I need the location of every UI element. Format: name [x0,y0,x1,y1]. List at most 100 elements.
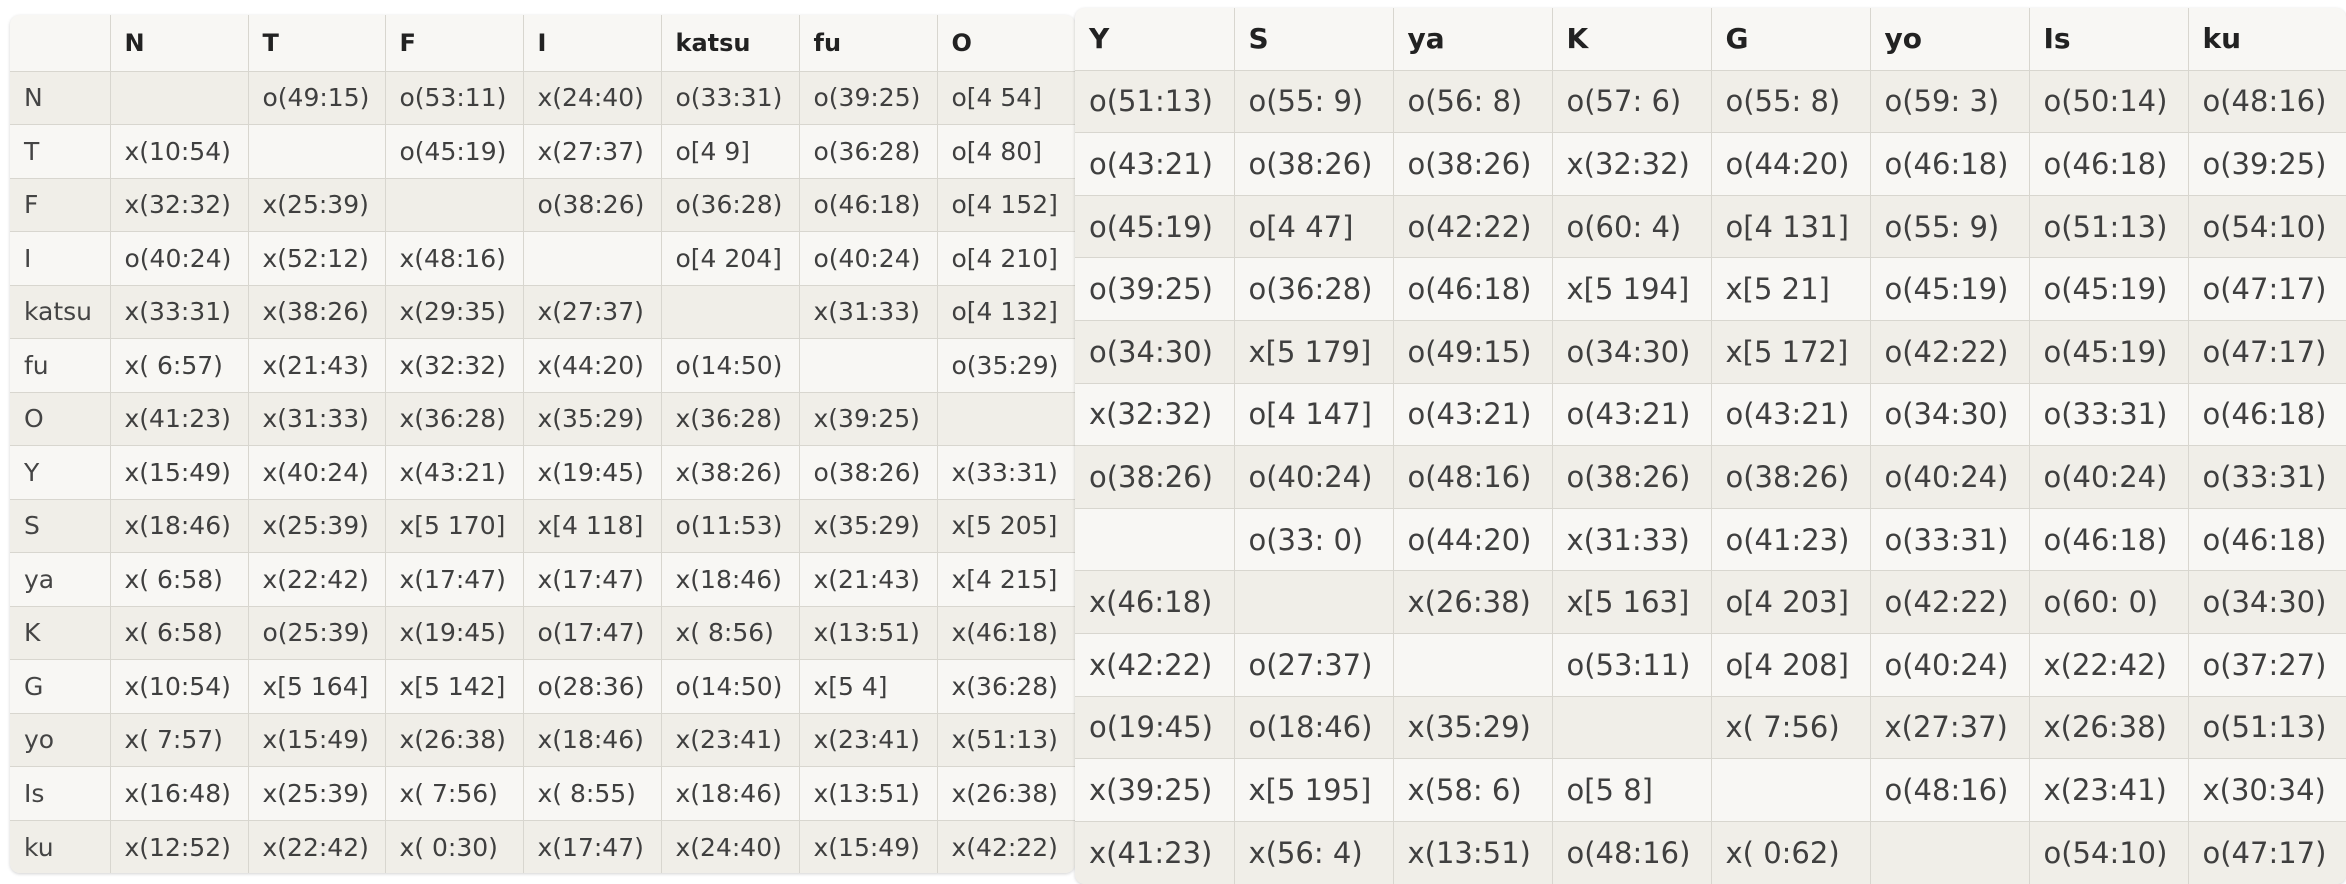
table-row: x(32:32) o[4 147] o(43:21) o(43:21) o(43:21)… [1075,383,2346,447]
table-cell: o[4 152] [937,178,1075,232]
table-cell: o(28:36) [523,659,662,714]
table-cell: x[5 163] [1552,570,1712,634]
column-header: fu [799,15,938,72]
table-cell: o(56: 8) [1393,70,1553,134]
column-header: ku [2188,8,2346,71]
table-cell: x(25:39) [248,766,386,821]
table-row: yo x( 7:57) x(15:49) x(26:38) x(18:46) x(23:4… [10,713,1075,767]
table-cell: x(26:38) [937,766,1075,821]
row-label: F [10,178,111,232]
row-label: O [10,392,111,446]
table-cell: x(52:12) [248,231,386,286]
table-cell: x(36:28) [661,392,800,446]
table-cell: o(36:28) [1234,257,1394,321]
table-row: x(42:22) o(27:37) o(53:11) o[4 208] o(40:24)… [1075,633,2346,697]
table-cell: x[5 164] [248,659,386,714]
table-cell: x(32:32) [385,338,524,393]
table-cell [1870,821,2030,884]
table-cell: x(24:40) [661,820,800,873]
table-cell: x( 8:55) [523,766,662,821]
table-cell: o(54:10) [2029,821,2189,884]
table-cell: o(25:39) [248,606,386,660]
table-cell: o(46:18) [2029,132,2189,196]
table-cell: x(18:46) [523,713,662,767]
table-cell: x( 6:58) [110,552,249,607]
table-cell: x(10:54) [110,659,249,714]
table-cell: o[4 132] [937,285,1075,339]
table-cell: o[4 54] [937,71,1075,125]
table-cell [523,231,662,286]
table-cell: x(33:31) [937,445,1075,500]
column-header: F [385,15,524,72]
table-cell: o(40:24) [1870,633,2030,697]
table-cell: o(48:16) [1393,445,1553,509]
table-cell: x(56: 4) [1234,821,1394,884]
table-cell: x(48:16) [385,231,524,286]
table-cell: o[4 80] [937,124,1075,179]
table-row: o(45:19) o[4 47] o(42:22) o(60: 4) o[4 131] o… [1075,195,2346,259]
table-cell [661,285,800,339]
table-cell: o(35:29) [937,338,1075,393]
row-label: G [10,659,111,714]
column-header: N [110,15,249,72]
table-cell: o(14:50) [661,659,800,714]
table-cell: o(38:26) [799,445,938,500]
table-cell: o(39:25) [799,71,938,125]
table-cell: o(47:17) [2188,320,2346,384]
table-cell: o[4 131] [1711,195,1871,259]
table-cell: x(23:41) [661,713,800,767]
table-cell: o(45:19) [1870,257,2030,321]
table-cell: x( 7:56) [1711,696,1871,760]
table-cell: x(13:51) [799,606,938,660]
table-cell: o(55: 9) [1234,70,1394,134]
table-cell: o(27:37) [1234,633,1394,697]
table-row: o(19:45) o(18:46) x(35:29) x( 7:56) x(27:37)… [1075,696,2346,760]
table-cell: x(31:33) [248,392,386,446]
row-label: K [10,606,111,660]
table-cell: o[4 208] [1711,633,1871,697]
table-cell: x[5 170] [385,499,524,553]
table-cell: o(14:50) [661,338,800,393]
table-cell: x(29:35) [385,285,524,339]
table-cell: x(36:28) [385,392,524,446]
table-cell: x(38:26) [661,445,800,500]
table-cell: o(49:15) [1393,320,1553,384]
table-cell: x[5 21] [1711,257,1871,321]
table-row: o(38:26) o(40:24) o(48:16) o(38:26) o(38:26)… [1075,445,2346,509]
table-cell: x(18:46) [661,552,800,607]
table-cell: x[5 142] [385,659,524,714]
table-cell: x(17:47) [385,552,524,607]
row-label: N [10,71,111,125]
table-cell: o(33:31) [661,71,800,125]
table-cell [799,338,938,393]
table-cell: o(43:21) [1711,383,1871,447]
table-cell: x[4 118] [523,499,662,553]
table-cell: x(10:54) [110,124,249,179]
table-cell: o[4 204] [661,231,800,286]
table-cell: x( 6:58) [110,606,249,660]
table-cell: x(18:46) [110,499,249,553]
table-cell: x(40:24) [248,445,386,500]
table-cell: o(59: 3) [1870,70,2030,134]
table-cell: o(36:28) [661,178,800,232]
table-row: ya x( 6:58) x(22:42) x(17:47) x(17:47) x(18:4… [10,552,1075,607]
table-cell: o(19:45) [1075,696,1235,760]
table-cell: x(35:29) [1393,696,1553,760]
table-cell: o(44:20) [1393,508,1553,572]
table-cell: o(57: 6) [1552,70,1712,134]
table-cell [1234,570,1394,634]
table-cell: o(53:11) [385,71,524,125]
table-cell: x(23:41) [799,713,938,767]
table-cell: o(43:21) [1393,383,1553,447]
table-cell: x[4 215] [937,552,1075,607]
table-cell: o(46:18) [2029,508,2189,572]
table-cell: x(17:47) [523,820,662,873]
table-cell: o[4 203] [1711,570,1871,634]
table-cell: o(11:53) [661,499,800,553]
